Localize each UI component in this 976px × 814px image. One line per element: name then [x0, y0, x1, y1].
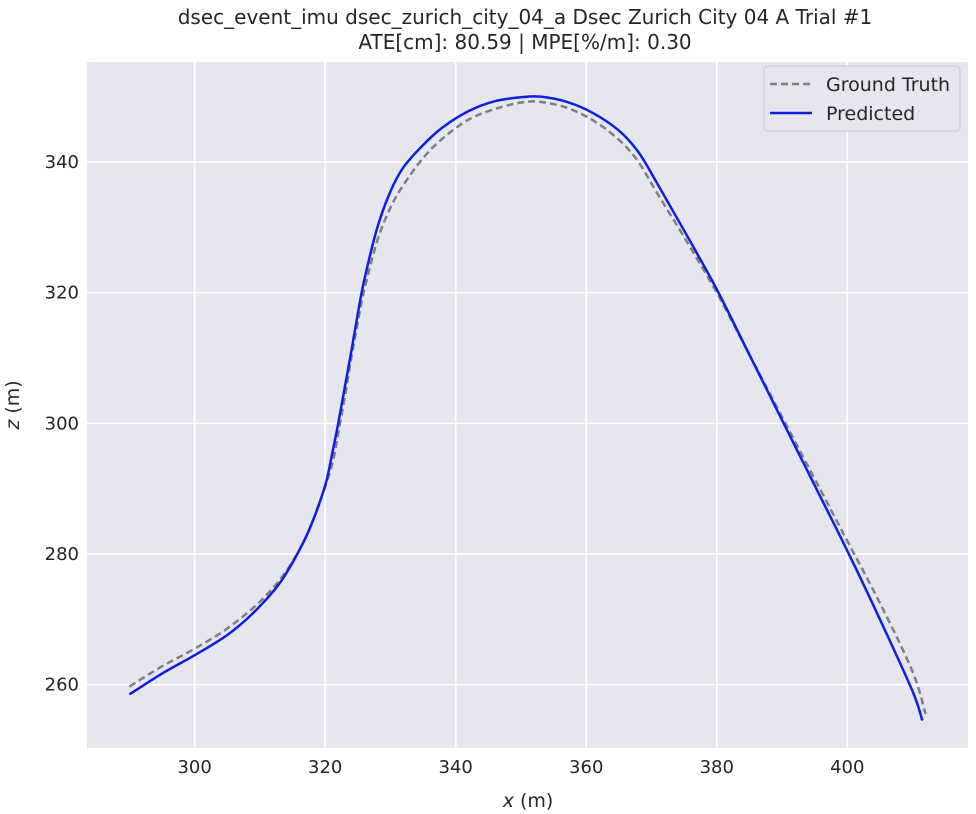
- y-tick-label: 320: [45, 283, 79, 304]
- chart-subtitle: ATE[cm]: 80.59 | MPE[%/m]: 0.30: [358, 30, 691, 54]
- y-tick-label: 300: [45, 413, 79, 434]
- predicted-line: [128, 95, 924, 721]
- x-tick-label: 400: [830, 757, 864, 778]
- series-layer: [128, 95, 927, 721]
- x-tick-label: 320: [308, 757, 342, 778]
- x-tick-label: 340: [439, 757, 473, 778]
- legend-box: [763, 65, 961, 132]
- legend-predicted-label: Predicted: [826, 103, 915, 125]
- grid-lines: [87, 62, 968, 748]
- tick-labels: 300 320 340 360 380 400 260 280 300 320 340: [45, 152, 865, 778]
- legend: Ground Truth Predicted: [763, 65, 961, 132]
- y-tick-label: 340: [45, 152, 79, 173]
- y-axis-label: z (m): [2, 380, 24, 430]
- y-tick-label: 280: [45, 544, 79, 565]
- plot-area: [87, 62, 968, 748]
- y-tick-label: 260: [45, 675, 79, 696]
- x-tick-label: 300: [177, 757, 211, 778]
- x-tick-label: 380: [700, 757, 734, 778]
- x-axis-label: x (m): [502, 790, 554, 812]
- chart-title: dsec_event_imu dsec_zurich_city_04_a Dse…: [178, 5, 873, 29]
- x-tick-label: 360: [569, 757, 603, 778]
- legend-ground-truth-label: Ground Truth: [826, 74, 950, 96]
